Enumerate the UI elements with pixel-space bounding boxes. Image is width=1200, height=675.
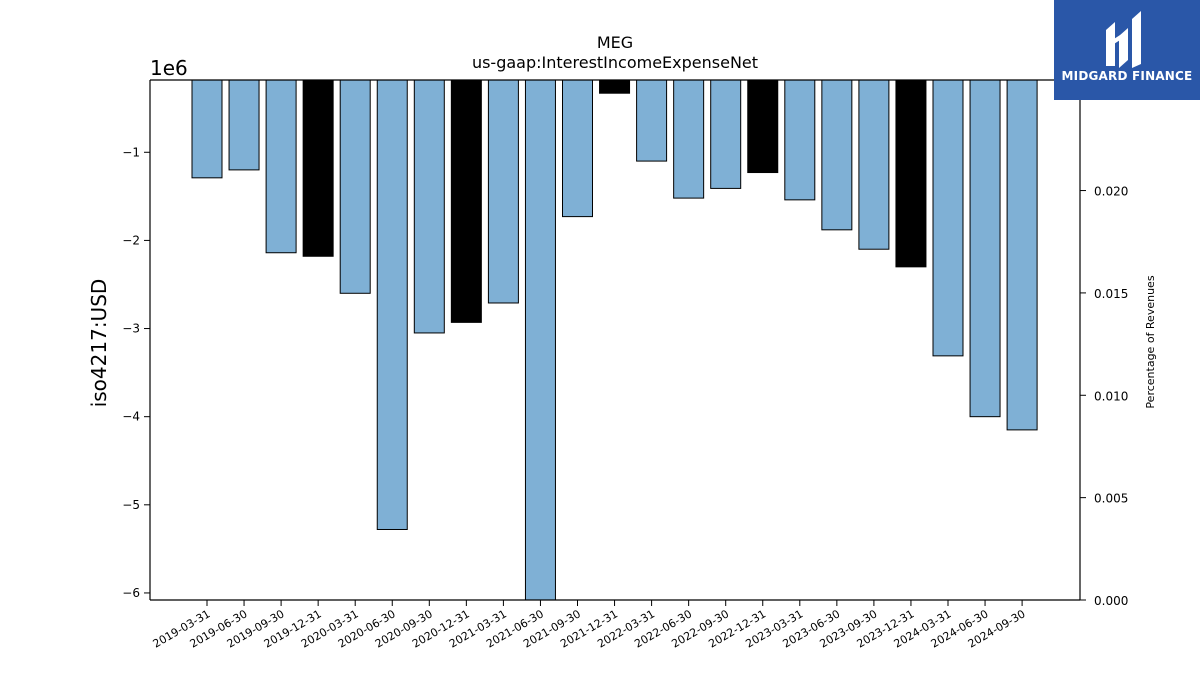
y-right-tick-label: 0.000 xyxy=(1094,594,1128,608)
y-tick-label: −6 xyxy=(122,586,140,600)
bars-group xyxy=(191,79,1038,601)
y-tick-label: −5 xyxy=(122,498,140,512)
bar xyxy=(376,79,408,530)
bar xyxy=(302,79,334,257)
logo-text: MIDGARD FINANCE xyxy=(1061,69,1193,83)
y-multiplier: 1e6 xyxy=(150,56,188,80)
x-ticks-group: 2019-03-312019-06-302019-09-302019-12-31… xyxy=(151,600,1028,651)
bar xyxy=(191,79,223,179)
y-right-tick-label: 0.005 xyxy=(1094,492,1128,506)
y-axis-label-right: Percentage of Revenues xyxy=(1144,275,1157,408)
chart-title: MEG xyxy=(597,33,633,52)
bar xyxy=(562,79,593,218)
bar xyxy=(487,79,519,304)
bar xyxy=(339,79,371,294)
y-tick-label: −4 xyxy=(122,410,140,424)
bar xyxy=(932,79,964,357)
bar xyxy=(858,79,890,250)
y-axis-label: iso4217:USD xyxy=(87,279,111,408)
y-right-tick-label: 0.015 xyxy=(1094,287,1128,301)
bar xyxy=(1006,79,1038,431)
midgard-logo-icon xyxy=(1106,11,1141,68)
y-tick-label: −3 xyxy=(122,322,140,336)
brand-logo: MIDGARD FINANCE xyxy=(1054,0,1200,100)
bar xyxy=(228,79,260,171)
y-right-tick-label: 0.010 xyxy=(1094,389,1128,403)
bar xyxy=(450,79,482,323)
bar xyxy=(784,79,816,201)
bar xyxy=(673,79,705,199)
bar xyxy=(524,79,556,601)
bar xyxy=(821,79,853,231)
y-ticks-right-group: 0.000 0.005 0.010 0.015 0.020 xyxy=(1080,185,1128,608)
bar xyxy=(710,79,742,189)
bar xyxy=(895,79,927,268)
bar xyxy=(413,79,445,334)
bar xyxy=(265,79,297,254)
y-ticks-group: −6 −5 −4 −3 −2 −1 xyxy=(122,145,150,600)
y-tick-label: −1 xyxy=(122,145,140,159)
bar xyxy=(747,79,779,174)
y-tick-label: −2 xyxy=(122,233,140,247)
y-right-tick-label: 0.020 xyxy=(1094,185,1128,199)
bar xyxy=(636,79,668,162)
chart-subtitle: us-gaap:InterestIncomeExpenseNet xyxy=(472,53,758,72)
bar xyxy=(969,79,1001,418)
bar xyxy=(599,79,631,94)
